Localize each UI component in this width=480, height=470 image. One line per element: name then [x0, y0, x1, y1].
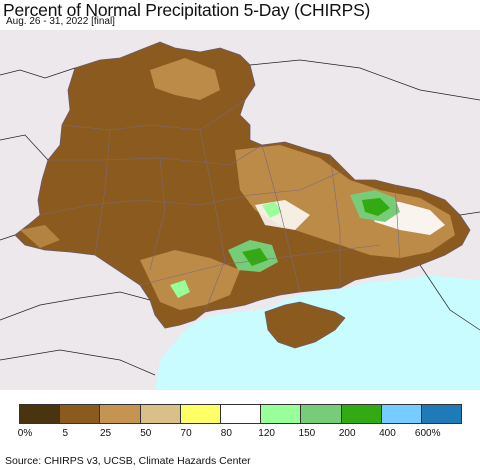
map-title: Percent of Normal Precipitation 5-Day (C… — [3, 0, 371, 20]
legend-swatch — [180, 405, 221, 423]
legend-swatch — [60, 405, 101, 423]
lighter-patch-north — [150, 58, 220, 100]
legend-tick-label: 5 — [62, 428, 69, 439]
legend-tick-label: 0% — [17, 428, 33, 439]
oblast-borders — [39, 99, 401, 313]
country-borders — [0, 59, 480, 376]
source-note: Source: CHIRPS v3, UCSB, Climate Hazards… — [5, 455, 251, 467]
wet-patch-south-core — [242, 248, 268, 266]
lighter-patch-south — [140, 250, 240, 310]
legend-swatch — [220, 405, 262, 423]
wet-patch-southwest — [170, 280, 190, 298]
legend-swatch — [381, 405, 422, 423]
legend-tick-label: 400 — [379, 428, 396, 439]
legend-swatch — [20, 405, 61, 423]
crimea-region — [264, 301, 346, 349]
legend-tick-label: 70 — [180, 428, 192, 439]
legend-tick-label: 25 — [99, 428, 112, 439]
legend-swatch — [421, 405, 462, 423]
legend-ticks: 0% 5 25 50 70 80 120 150 200 400 600% — [0, 428, 480, 442]
wet-patch-east-core — [362, 198, 390, 216]
legend-bar — [19, 404, 462, 424]
legend-swatch — [140, 405, 181, 423]
legend-swatch — [341, 405, 382, 423]
precipitation-map — [0, 30, 480, 390]
legend-tick-label: 600% — [414, 428, 441, 439]
wet-patch-center — [262, 202, 282, 218]
legend-tick-label: 80 — [220, 428, 232, 439]
legend-tick-label: 200 — [338, 428, 356, 439]
legend-swatch — [100, 405, 141, 423]
legend-tick-label: 150 — [298, 428, 316, 439]
legend-tick-label: 50 — [140, 428, 152, 439]
legend-swatch — [261, 405, 302, 423]
map-subtitle: Aug. 26 - 31, 2022 [final] — [6, 16, 115, 27]
legend-tick-label: 120 — [258, 428, 275, 439]
legend-swatch — [301, 405, 342, 423]
lighter-patch-west — [20, 225, 60, 248]
